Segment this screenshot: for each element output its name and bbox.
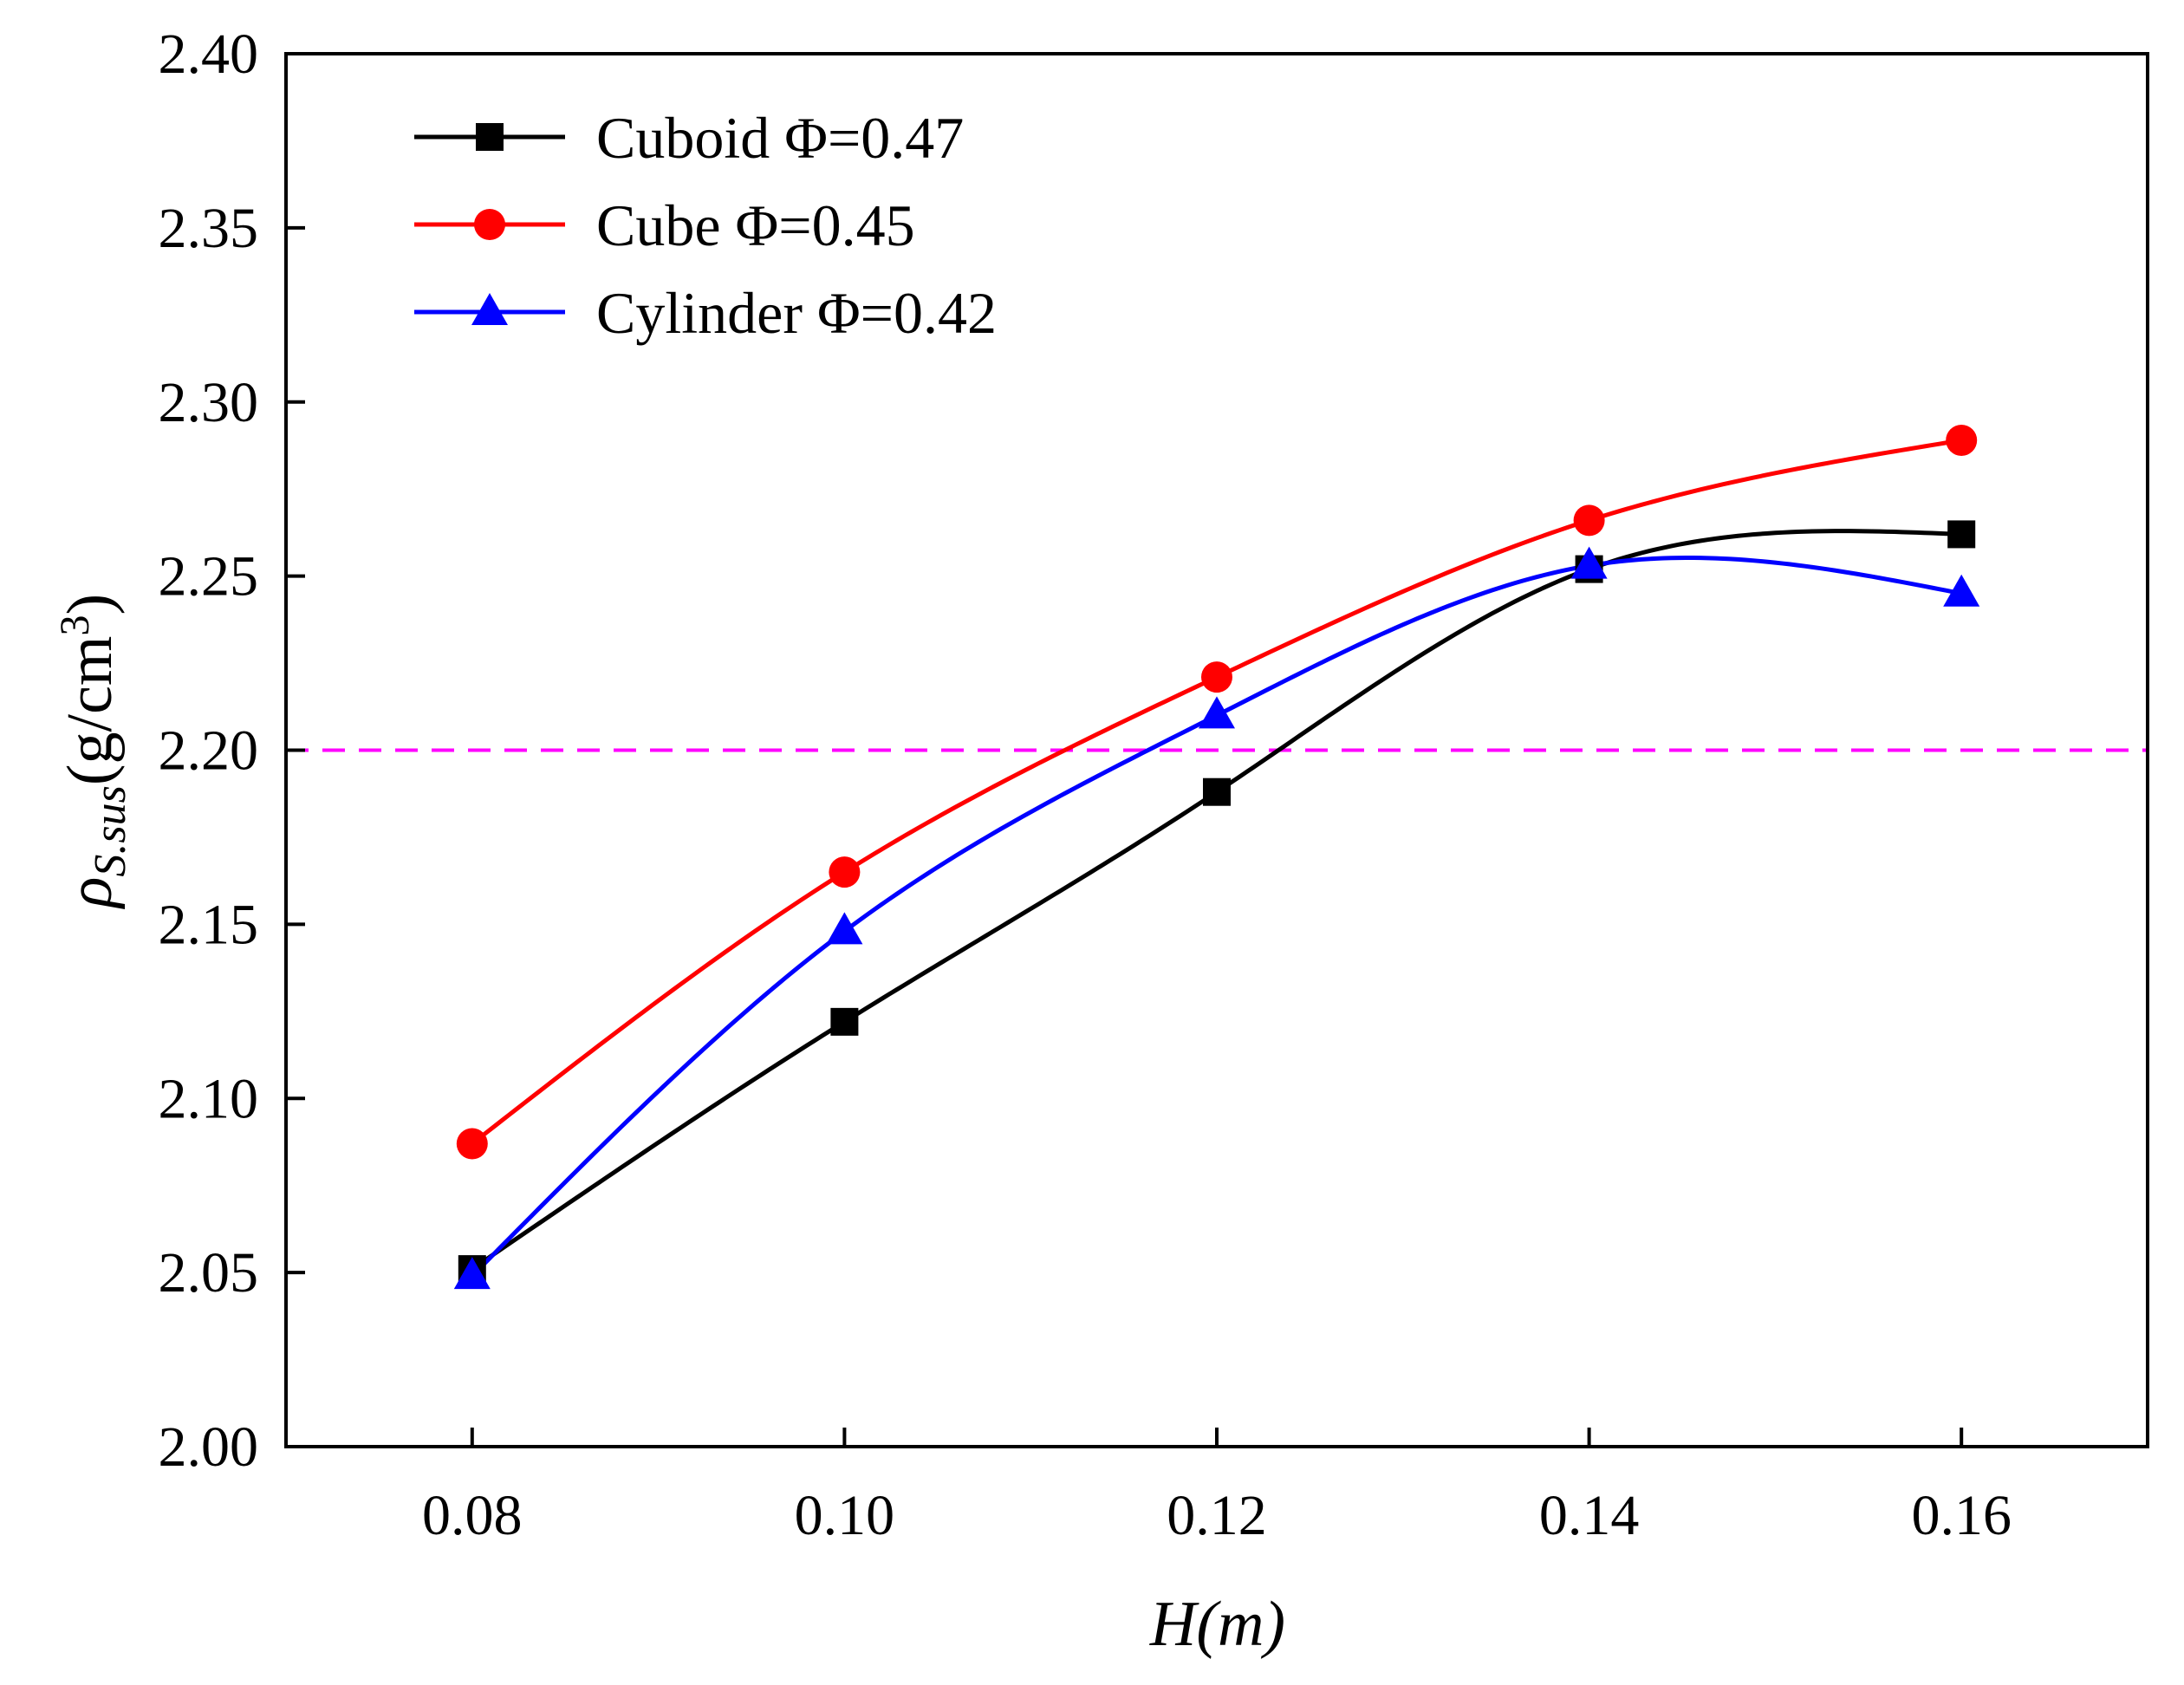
y-axis-label-symbol: ρ — [55, 877, 126, 910]
legend-label-cube: Cube Φ=0.45 — [596, 192, 915, 258]
y-tick-label: 2.35 — [159, 197, 259, 260]
x-tick-label: 0.12 — [1167, 1484, 1267, 1547]
data-point-cylinder — [1570, 546, 1608, 579]
legend-marker-cube — [474, 209, 505, 240]
y-tick-label: 2.05 — [159, 1241, 259, 1304]
data-point-cuboid — [830, 1007, 859, 1036]
y-axis-label-subscript: S.sus — [86, 785, 135, 876]
data-point-cylinder — [453, 1257, 491, 1290]
y-axis-label-unit: (g/cm — [55, 636, 126, 786]
data-point-cylinder — [1943, 574, 1980, 607]
y-tick-label: 2.15 — [159, 893, 259, 956]
legend-marker-cuboid — [476, 123, 504, 151]
data-point-cylinder — [1199, 696, 1235, 729]
x-axis-label: H(m) — [1149, 1589, 1285, 1660]
y-axis-label-superscript: 3 — [52, 615, 98, 636]
y-axis-label-close: ) — [55, 594, 126, 615]
legend-marker-cylinder — [471, 293, 508, 325]
y-axis-label: ρS.sus(g/cm3) — [52, 594, 135, 909]
y-tick-label: 2.10 — [159, 1067, 259, 1130]
y-tick-label: 2.25 — [159, 545, 259, 608]
y-tick-labels: 2.00 2.05 2.10 2.15 2.20 2.25 2.30 2.35 2.40 — [159, 23, 259, 1479]
x-tick-label: 0.08 — [422, 1484, 523, 1547]
data-point-cube — [1201, 661, 1232, 693]
data-point-cuboid — [1203, 777, 1231, 806]
x-tick-label: 0.10 — [795, 1484, 895, 1547]
series-line-cuboid — [471, 529, 1962, 1272]
axis-ticks — [286, 52, 1964, 1448]
data-point-cube — [829, 856, 861, 888]
series-markers — [453, 424, 1980, 1290]
y-tick-label: 2.30 — [159, 371, 259, 434]
data-point-cube — [456, 1128, 488, 1160]
data-point-cube — [1573, 504, 1605, 537]
x-tick-label: 0.16 — [1911, 1484, 2012, 1547]
y-tick-label: 2.20 — [159, 719, 259, 783]
legend-label-cuboid: Cuboid Φ=0.47 — [596, 105, 964, 171]
legend-label-cylinder: Cylinder Φ=0.42 — [596, 280, 997, 346]
y-tick-label: 2.40 — [159, 23, 259, 86]
x-tick-labels: 0.08 0.10 0.12 0.14 0.16 — [422, 1484, 2012, 1547]
x-tick-label: 0.14 — [1539, 1484, 1640, 1547]
series-curves — [471, 438, 1962, 1278]
data-point-cylinder — [826, 912, 863, 945]
data-point-cuboid — [1947, 520, 1976, 549]
y-tick-label: 2.00 — [159, 1415, 259, 1479]
legend: Cuboid Φ=0.47 Cube Φ=0.45 Cylinder Φ=0.42 — [414, 105, 997, 346]
data-point-cube — [1946, 424, 1978, 456]
